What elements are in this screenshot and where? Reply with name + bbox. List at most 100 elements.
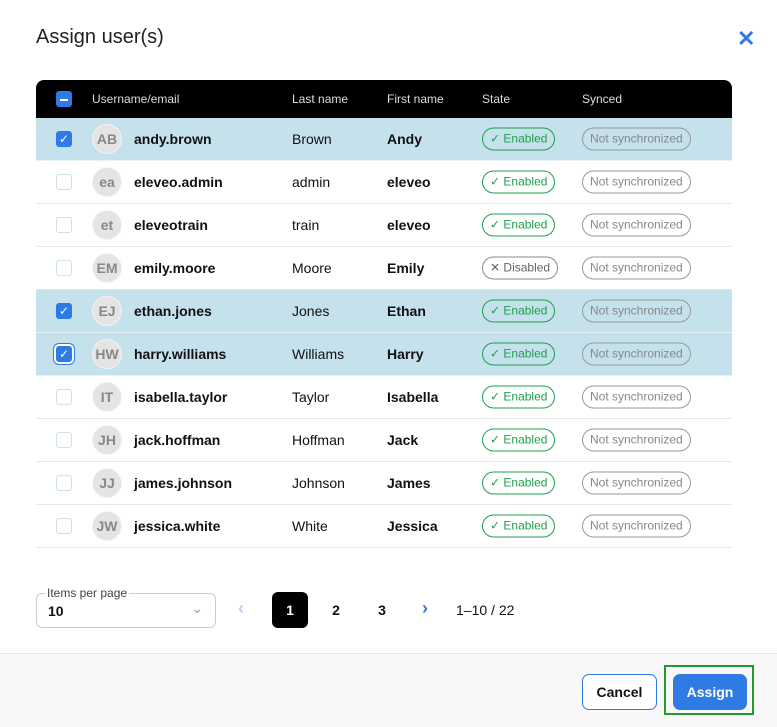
state-label: Enabled	[503, 432, 548, 447]
first-name: eleveo	[387, 174, 431, 190]
avatar: JH	[92, 425, 122, 455]
state-badge: ✓ Enabled	[482, 471, 556, 495]
first-name: James	[387, 475, 431, 491]
first-name: Jack	[387, 432, 419, 448]
username: harry.williams	[134, 346, 227, 362]
dialog-title: Assign user(s)	[36, 26, 164, 48]
last-name: train	[292, 217, 320, 233]
chevron-down-icon: ⌄	[191, 600, 203, 616]
table-row[interactable]: ✓ EJ ethan.jones Jones Ethan ✓ Enabled N…	[36, 290, 732, 333]
page-1[interactable]: 1	[272, 592, 308, 628]
state-badge: ✓ Enabled	[482, 170, 556, 194]
col-username[interactable]: Username/email	[92, 92, 180, 106]
username: eleveotrain	[134, 217, 208, 233]
username: emily.moore	[134, 260, 216, 276]
avatar: IT	[92, 382, 122, 412]
state-label: Enabled	[503, 346, 548, 361]
synced-badge: Not synchronized	[582, 385, 691, 409]
state-badge: ✓ Enabled	[482, 213, 556, 237]
synced-badge: Not synchronized	[582, 299, 691, 323]
check-icon: ✓	[490, 217, 501, 232]
row-checkbox[interactable]: ✓	[56, 303, 72, 319]
check-icon: ✓	[490, 174, 501, 189]
last-name: Williams	[292, 346, 345, 362]
username: jessica.white	[134, 518, 221, 534]
focus-highlight	[664, 665, 754, 715]
table-row[interactable]: JH jack.hoffman Hoffman Jack ✓ Enabled N…	[36, 419, 732, 462]
row-checkbox[interactable]	[56, 260, 72, 276]
first-name: Andy	[387, 131, 422, 147]
page-3[interactable]: 3	[378, 602, 386, 618]
state-label: Enabled	[503, 174, 548, 189]
last-name: White	[292, 518, 328, 534]
row-checkbox[interactable]	[56, 217, 72, 233]
check-icon: ✓	[490, 475, 501, 490]
row-checkbox[interactable]: ✓	[56, 131, 72, 147]
synced-badge: Not synchronized	[582, 514, 691, 538]
table-row[interactable]: ✓ HW harry.williams Williams Harry ✓ Ena…	[36, 333, 732, 376]
table-row[interactable]: ea eleveo.admin admin eleveo ✓ Enabled N…	[36, 161, 732, 204]
table-row[interactable]: JW jessica.white White Jessica ✓ Enabled…	[36, 505, 732, 548]
table-row[interactable]: JJ james.johnson Johnson James ✓ Enabled…	[36, 462, 732, 505]
synced-badge: Not synchronized	[582, 428, 691, 452]
state-badge: ✓ Enabled	[482, 514, 556, 538]
synced-badge: Not synchronized	[582, 342, 691, 366]
state-badge: ✓ Enabled	[482, 342, 556, 366]
last-name: Hoffman	[292, 432, 345, 448]
avatar: HW	[92, 339, 122, 369]
synced-badge: Not synchronized	[582, 213, 691, 237]
state-badge: ✕ Disabled	[482, 256, 559, 280]
row-checkbox[interactable]	[56, 174, 72, 190]
row-checkbox[interactable]: ✓	[56, 346, 72, 362]
avatar: EJ	[92, 296, 122, 326]
state-label: Enabled	[503, 131, 548, 146]
row-checkbox[interactable]	[56, 432, 72, 448]
table-row[interactable]: et eleveotrain train eleveo ✓ Enabled No…	[36, 204, 732, 247]
col-first-name[interactable]: First name	[387, 92, 444, 106]
first-name: Isabella	[387, 389, 439, 405]
table-row[interactable]: EM emily.moore Moore Emily ✕ Disabled No…	[36, 247, 732, 290]
col-last-name[interactable]: Last name	[292, 92, 349, 106]
page-2[interactable]: 2	[332, 602, 340, 618]
synced-badge: Not synchronized	[582, 127, 691, 151]
col-synced[interactable]: Synced	[582, 92, 623, 106]
prev-page-icon[interactable]: ‹	[238, 598, 244, 618]
check-icon: ✓	[490, 389, 501, 404]
avatar: JJ	[92, 468, 122, 498]
items-per-page-label: Items per page	[45, 586, 130, 600]
state-badge: ✓ Enabled	[482, 428, 556, 452]
items-per-page-value: 10	[48, 603, 64, 619]
username: jack.hoffman	[134, 432, 221, 448]
assign-button[interactable]: Assign	[673, 674, 747, 710]
first-name: Jessica	[387, 518, 438, 534]
row-checkbox[interactable]	[56, 475, 72, 491]
state-label: Enabled	[503, 389, 548, 404]
select-all-checkbox[interactable]	[56, 91, 72, 107]
check-icon: ✓	[490, 131, 501, 146]
table-header: Username/email Last name First name Stat…	[36, 80, 732, 118]
state-label: Enabled	[503, 518, 548, 533]
next-page-icon[interactable]: ›	[422, 598, 428, 618]
last-name: Moore	[292, 260, 332, 276]
first-name: eleveo	[387, 217, 431, 233]
state-label: Disabled	[503, 260, 551, 275]
items-per-page-select[interactable]: Items per page 10 ⌄	[36, 586, 216, 628]
last-name: Jones	[292, 303, 330, 319]
cancel-button[interactable]: Cancel	[582, 674, 657, 710]
row-checkbox[interactable]	[56, 389, 72, 405]
check-icon: ✓	[490, 518, 501, 533]
close-icon[interactable]: ✕	[737, 26, 756, 51]
dialog-footer	[0, 653, 777, 727]
first-name: Ethan	[387, 303, 426, 319]
synced-badge: Not synchronized	[582, 471, 691, 495]
table-row[interactable]: ✓ AB andy.brown Brown Andy ✓ Enabled Not…	[36, 118, 732, 161]
state-badge: ✓ Enabled	[482, 385, 556, 409]
last-name: Johnson	[292, 475, 345, 491]
first-name: Emily	[387, 260, 425, 276]
table-row[interactable]: IT isabella.taylor Taylor Isabella ✓ Ena…	[36, 376, 732, 419]
col-state[interactable]: State	[482, 92, 511, 106]
synced-badge: Not synchronized	[582, 170, 691, 194]
row-checkbox[interactable]	[56, 518, 72, 534]
page-range: 1–10 / 22	[456, 602, 515, 618]
x-icon: ✕	[490, 260, 501, 275]
